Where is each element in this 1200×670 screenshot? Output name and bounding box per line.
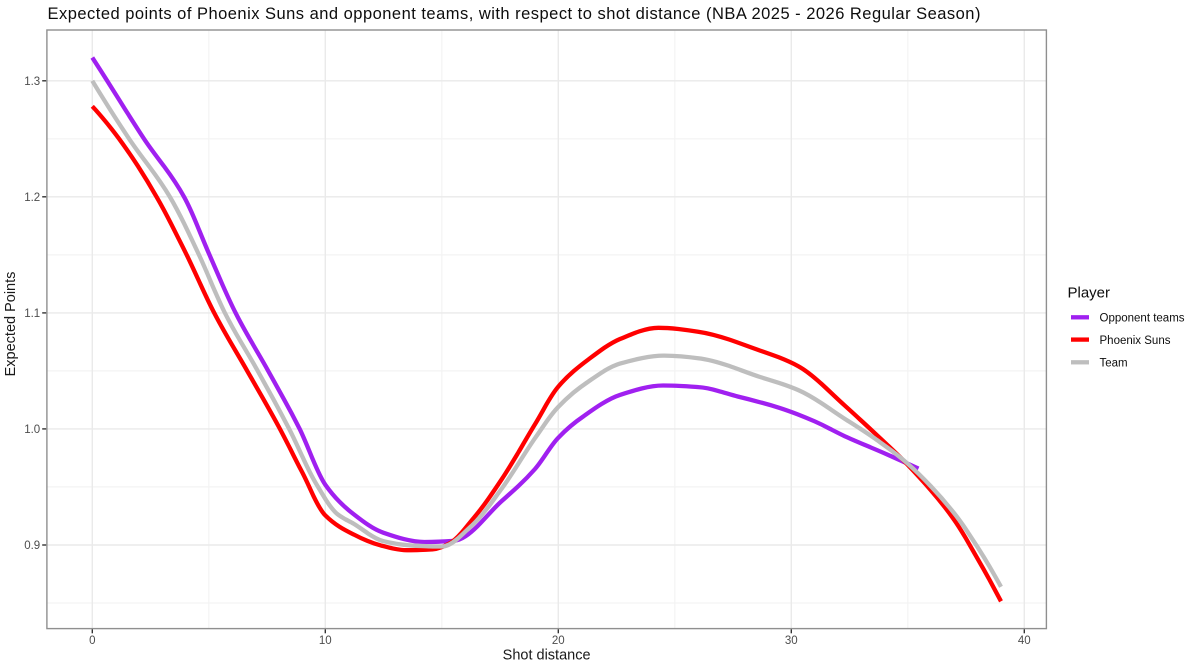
svg-text:1.1: 1.1 (24, 308, 40, 320)
svg-text:Expected Points: Expected Points (3, 272, 19, 377)
svg-text:10: 10 (319, 635, 332, 647)
svg-text:Player: Player (1068, 285, 1111, 302)
svg-text:Team: Team (1100, 358, 1128, 370)
svg-text:Shot distance: Shot distance (503, 648, 591, 664)
svg-text:0.9: 0.9 (24, 540, 40, 552)
svg-text:1.0: 1.0 (24, 424, 40, 436)
svg-text:1.2: 1.2 (24, 192, 40, 204)
svg-text:Opponent teams: Opponent teams (1100, 313, 1185, 325)
svg-text:Phoenix Suns: Phoenix Suns (1100, 335, 1171, 347)
svg-text:Expected points of Phoenix Sun: Expected points of Phoenix Suns and oppo… (48, 5, 981, 23)
svg-text:40: 40 (1018, 635, 1031, 647)
svg-text:20: 20 (552, 635, 565, 647)
svg-text:0: 0 (89, 635, 95, 647)
svg-text:1.3: 1.3 (24, 76, 40, 88)
svg-text:30: 30 (785, 635, 798, 647)
